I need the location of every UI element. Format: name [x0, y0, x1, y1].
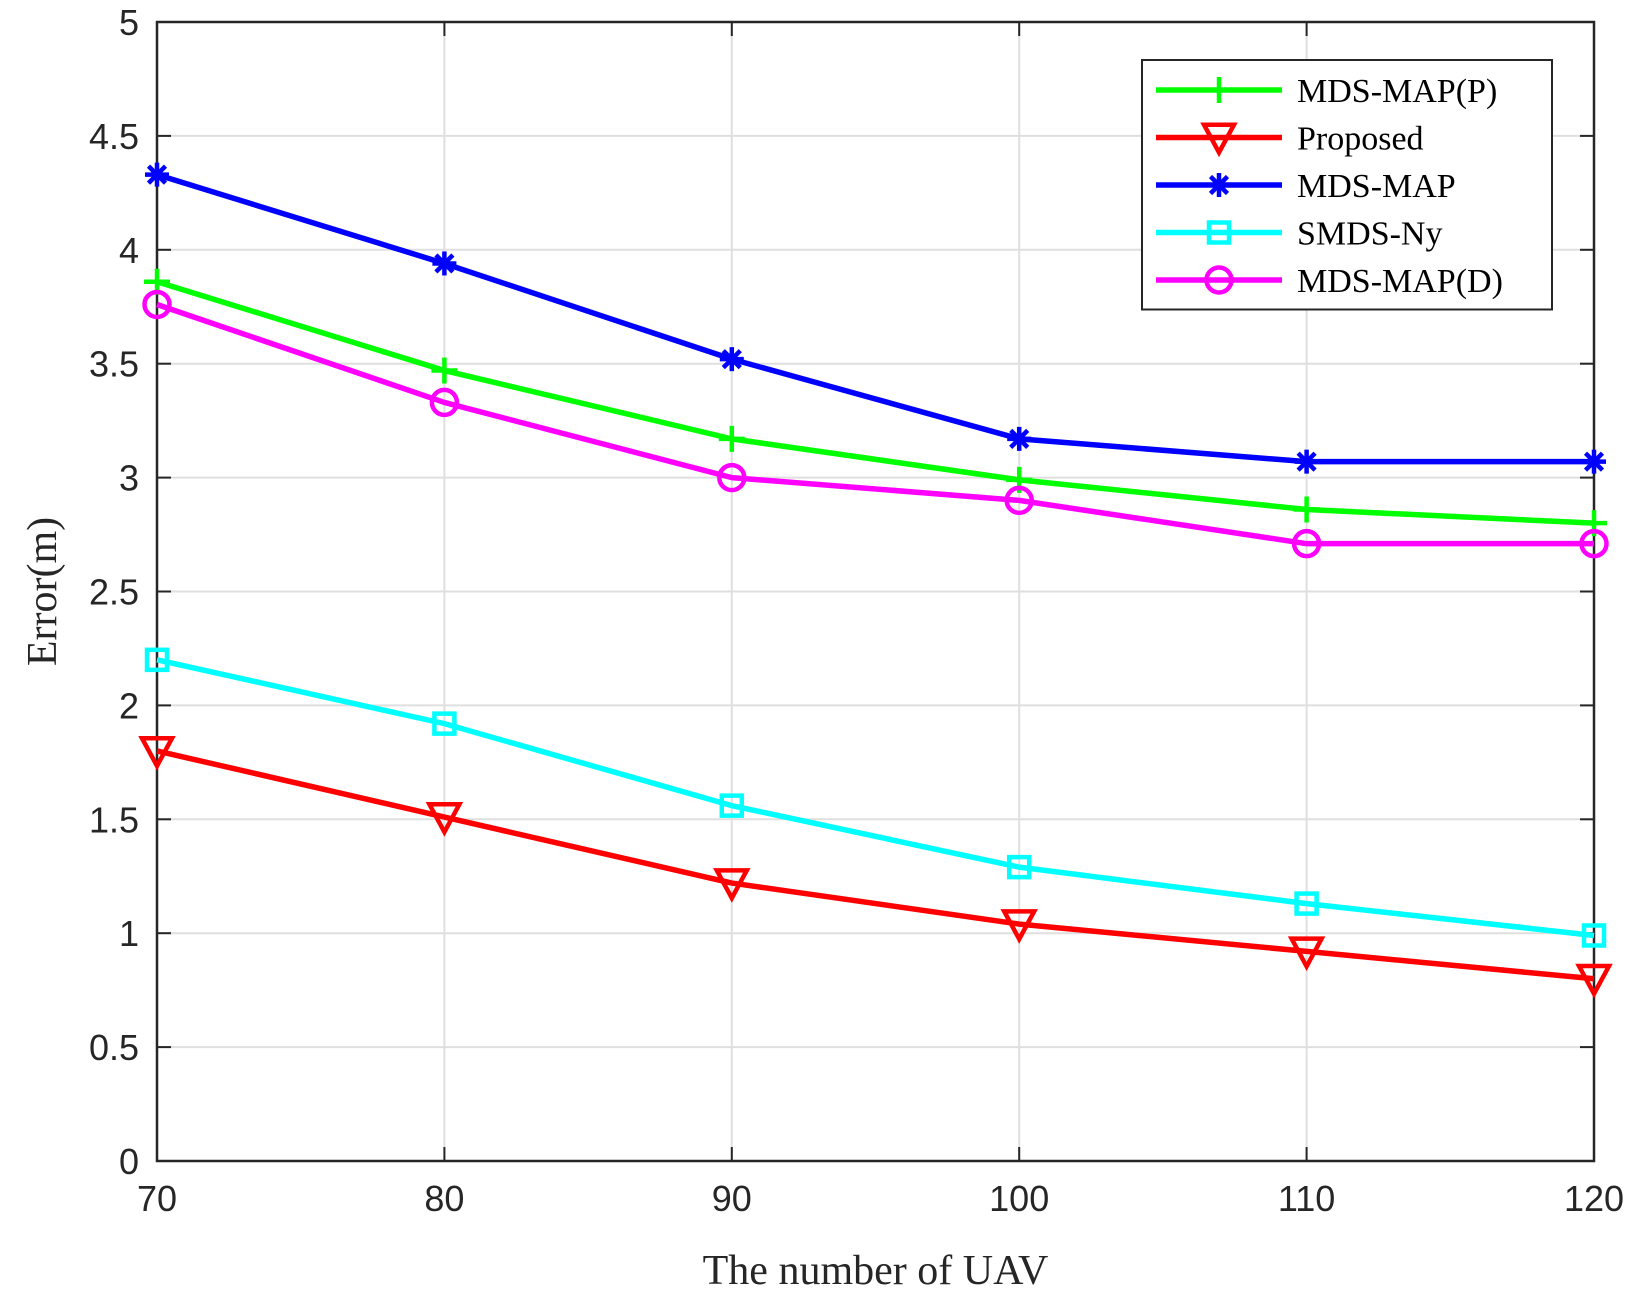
y-tick-label: 3.5 — [89, 344, 139, 385]
data-point — [1007, 426, 1032, 451]
marker-stroke — [146, 164, 168, 185]
legend-marker — [1204, 265, 1234, 295]
series-line — [156, 171, 1594, 465]
data-point — [1582, 449, 1606, 474]
series-line — [156, 748, 1595, 982]
data-point — [431, 357, 458, 384]
legend-label: SMDS-Ny — [1297, 216, 1442, 253]
data-point — [1006, 854, 1032, 880]
marker-stroke — [721, 349, 742, 370]
marker-stroke — [1583, 451, 1605, 472]
data-point — [1575, 963, 1613, 999]
series-mds-map-p — [144, 268, 1607, 537]
x-tick-label: 120 — [1564, 1178, 1624, 1219]
series-line — [156, 279, 1595, 526]
data-point — [1004, 485, 1034, 516]
legend-marker — [1207, 173, 1231, 197]
legend-entry: MDS-MAP(D) — [1156, 263, 1503, 300]
series-group — [138, 162, 1613, 999]
y-tick-label: 1 — [119, 913, 139, 954]
legend-entry: Proposed — [1156, 121, 1424, 158]
y-tick-label: 2 — [119, 685, 139, 726]
y-tick-label: 0 — [119, 1141, 139, 1182]
y-tick-label: 3 — [119, 458, 139, 499]
x-tick-label: 110 — [1278, 1178, 1335, 1219]
series-line — [156, 657, 1595, 939]
series-mds-map — [145, 162, 1606, 474]
series-smds-ny — [144, 647, 1607, 948]
data-point — [719, 347, 744, 372]
legend-label: MDS-MAP(D) — [1297, 263, 1503, 300]
x-axis-title: The number of UAV — [703, 1248, 1049, 1294]
legend-marker — [1206, 77, 1232, 103]
data-point — [425, 802, 464, 837]
legend-marker — [1206, 220, 1232, 245]
x-tick-label: 100 — [989, 1178, 1049, 1219]
axis-ticks: 70 80 90 100 110 120 0 0.5 1 1.5 2 2.5 3 3.5 4 4.5 5 — [89, 2, 1624, 1219]
data-point — [713, 868, 751, 903]
data-point — [432, 251, 457, 276]
data-point — [1287, 936, 1326, 972]
data-point — [1294, 891, 1319, 916]
y-tick-label: 2.5 — [89, 572, 139, 613]
data-point — [142, 289, 172, 320]
legend: MDS-MAP(P) Proposed MDS-MAP SMDS-Ny MDS-MAP(… — [1141, 59, 1553, 311]
x-tick-label: 70 — [137, 1178, 177, 1219]
marker-stroke — [1208, 174, 1230, 196]
data-point — [717, 462, 747, 493]
x-tick-label: 90 — [712, 1178, 752, 1219]
y-tick-label: 0.5 — [89, 1027, 139, 1068]
data-point — [1581, 923, 1607, 948]
data-point — [138, 735, 176, 771]
grid — [156, 21, 1595, 1162]
data-point — [144, 647, 170, 673]
legend-entry: MDS-MAP — [1156, 168, 1456, 205]
data-point — [432, 711, 457, 736]
legend-entry: SMDS-Ny — [1156, 216, 1442, 253]
legend-label: Proposed — [1297, 121, 1424, 158]
y-axis-title: Error(m) — [20, 517, 66, 666]
series-proposed — [138, 735, 1613, 999]
data-point — [1293, 496, 1320, 523]
x-tick-label: 80 — [424, 1178, 464, 1219]
data-point — [1291, 528, 1322, 559]
marker-stroke — [1009, 428, 1030, 449]
data-point — [429, 387, 460, 418]
data-point — [1294, 449, 1319, 474]
legend-entry: MDS-MAP(P) — [1156, 73, 1497, 110]
legend-marker — [1200, 122, 1238, 158]
y-tick-label: 5 — [119, 2, 139, 43]
series-mds-map-d — [142, 289, 1609, 559]
data-point — [1579, 528, 1609, 559]
data-point — [719, 793, 745, 818]
y-tick-label: 4.5 — [89, 116, 139, 157]
marker-stroke — [1296, 451, 1317, 472]
data-point — [1000, 909, 1038, 944]
y-tick-label: 1.5 — [89, 799, 139, 840]
data-point — [145, 162, 169, 187]
legend-label: MDS-MAP — [1297, 168, 1456, 205]
legend-label: MDS-MAP(P) — [1297, 73, 1497, 110]
data-point — [718, 425, 745, 452]
marker-stroke — [434, 253, 455, 274]
series-line — [156, 301, 1594, 547]
y-tick-label: 4 — [119, 230, 139, 271]
